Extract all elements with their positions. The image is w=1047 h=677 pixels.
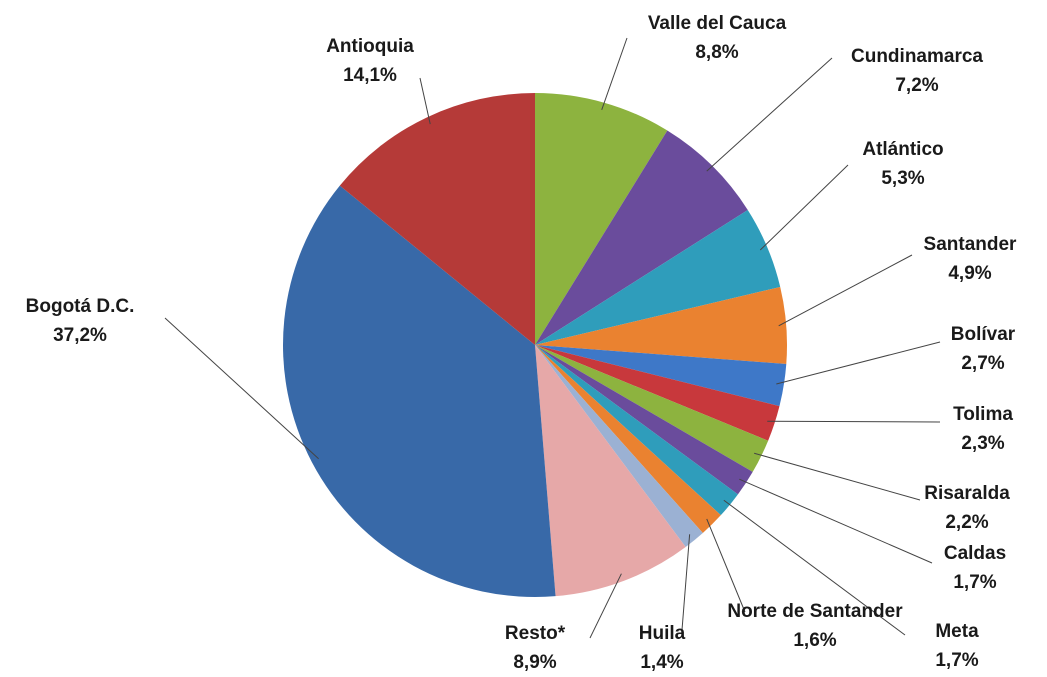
leader-line bbox=[706, 57, 833, 172]
category-label: Norte de Santander bbox=[727, 601, 903, 622]
value-label: 5,3% bbox=[881, 168, 924, 189]
leader-line bbox=[164, 317, 319, 460]
pie-slice bbox=[535, 345, 721, 533]
value-label: 1,7% bbox=[935, 650, 978, 671]
value-label: 1,6% bbox=[793, 630, 836, 651]
pie-slice bbox=[535, 130, 748, 345]
leader-line bbox=[767, 420, 941, 423]
value-label: 1,7% bbox=[953, 572, 996, 593]
leader-line bbox=[723, 499, 906, 636]
value-label: 8,8% bbox=[695, 42, 738, 63]
category-label: Santander bbox=[924, 234, 1018, 255]
pie-slice bbox=[535, 286, 787, 364]
value-label: 2,7% bbox=[961, 353, 1004, 374]
category-label: Meta bbox=[935, 621, 979, 642]
category-label: Antioquia bbox=[326, 36, 414, 57]
category-label: Bolívar bbox=[951, 324, 1016, 345]
pie-slice bbox=[535, 345, 703, 547]
category-label: Cundinamarca bbox=[851, 46, 983, 67]
leader-line bbox=[759, 164, 849, 251]
category-label: Valle del Cauca bbox=[648, 13, 787, 34]
value-label: 4,9% bbox=[948, 263, 991, 284]
pie-slice bbox=[535, 345, 787, 407]
leader-line bbox=[601, 37, 628, 111]
leader-line bbox=[776, 341, 941, 385]
category-label: Bogotá D.C. bbox=[26, 296, 135, 317]
pie-slice bbox=[535, 93, 668, 345]
value-label: 2,2% bbox=[945, 512, 988, 533]
leader-line bbox=[778, 254, 913, 327]
value-label: 7,2% bbox=[895, 75, 938, 96]
category-label: Risaralda bbox=[924, 483, 1010, 504]
pie-slice bbox=[283, 185, 556, 597]
value-label: 2,3% bbox=[961, 433, 1004, 454]
pie-slice bbox=[535, 209, 781, 345]
category-label: Huila bbox=[639, 623, 686, 644]
category-label: Atlántico bbox=[862, 139, 943, 160]
category-label: Tolima bbox=[953, 404, 1013, 425]
pie-slice bbox=[535, 345, 738, 516]
category-label: Resto* bbox=[505, 623, 566, 644]
leader-line bbox=[754, 452, 921, 501]
pie-slice bbox=[535, 345, 686, 597]
leader-line bbox=[739, 478, 933, 564]
pie-slice bbox=[535, 345, 780, 441]
leader-line bbox=[681, 534, 691, 631]
pie-slice bbox=[339, 93, 535, 345]
leader-line bbox=[589, 573, 622, 639]
pie-slice bbox=[535, 345, 769, 472]
value-label: 37,2% bbox=[53, 325, 107, 346]
value-label: 1,4% bbox=[640, 652, 683, 673]
leader-line bbox=[419, 77, 431, 125]
value-label: 8,9% bbox=[513, 652, 556, 673]
leader-line bbox=[706, 518, 746, 613]
value-label: 14,1% bbox=[343, 65, 397, 86]
pie-slice bbox=[535, 345, 753, 495]
category-label: Caldas bbox=[944, 543, 1006, 564]
